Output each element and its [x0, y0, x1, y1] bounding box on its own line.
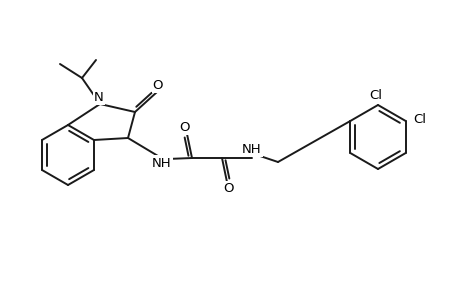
Text: Cl: Cl: [412, 112, 425, 125]
Text: N: N: [94, 91, 104, 103]
Text: NH: NH: [152, 157, 172, 169]
Text: O: O: [179, 121, 190, 134]
Text: O: O: [223, 182, 234, 196]
Text: NH: NH: [241, 142, 261, 155]
Text: Cl: Cl: [369, 88, 382, 101]
Text: O: O: [152, 79, 163, 92]
